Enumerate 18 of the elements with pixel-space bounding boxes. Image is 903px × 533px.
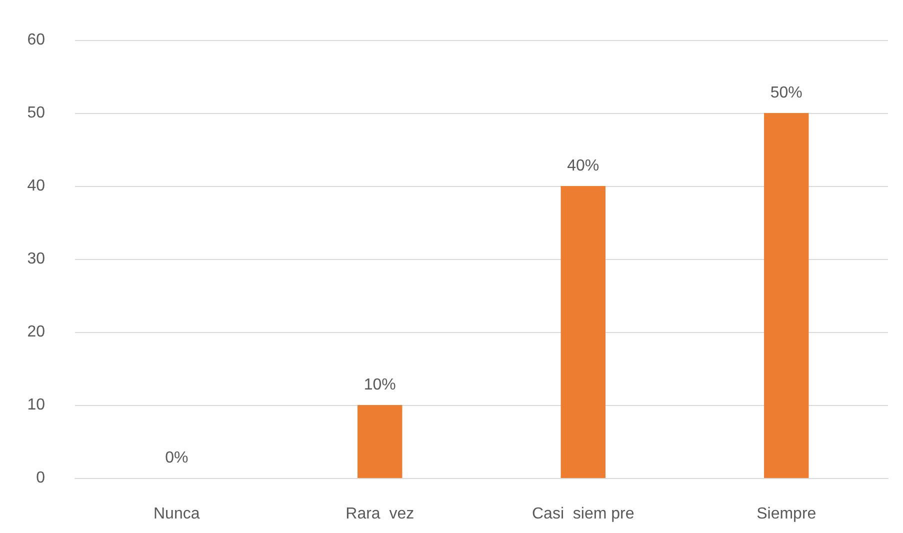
y-tick-label: 10 bbox=[27, 396, 46, 414]
y-tick-label: 20 bbox=[27, 324, 46, 340]
y-tick-label: 50 bbox=[27, 104, 46, 122]
bar bbox=[764, 113, 809, 478]
x-tick-label: Rara vez bbox=[346, 506, 414, 522]
data-label: 50% bbox=[770, 84, 802, 102]
bar bbox=[358, 405, 402, 478]
x-tick-label: Casi siem pre bbox=[532, 506, 634, 522]
x-tick-label: Siempre bbox=[756, 506, 816, 522]
data-label: 10% bbox=[364, 376, 396, 394]
y-tick-label: 60 bbox=[27, 32, 46, 48]
x-tick-label: Nunca bbox=[154, 506, 200, 522]
y-tick-label: 30 bbox=[27, 250, 46, 268]
y-tick-label: 40 bbox=[27, 178, 46, 194]
y-tick-label: 0 bbox=[36, 470, 46, 486]
data-label: 40% bbox=[567, 158, 600, 174]
bar bbox=[560, 186, 606, 478]
data-label: 0% bbox=[165, 450, 188, 466]
